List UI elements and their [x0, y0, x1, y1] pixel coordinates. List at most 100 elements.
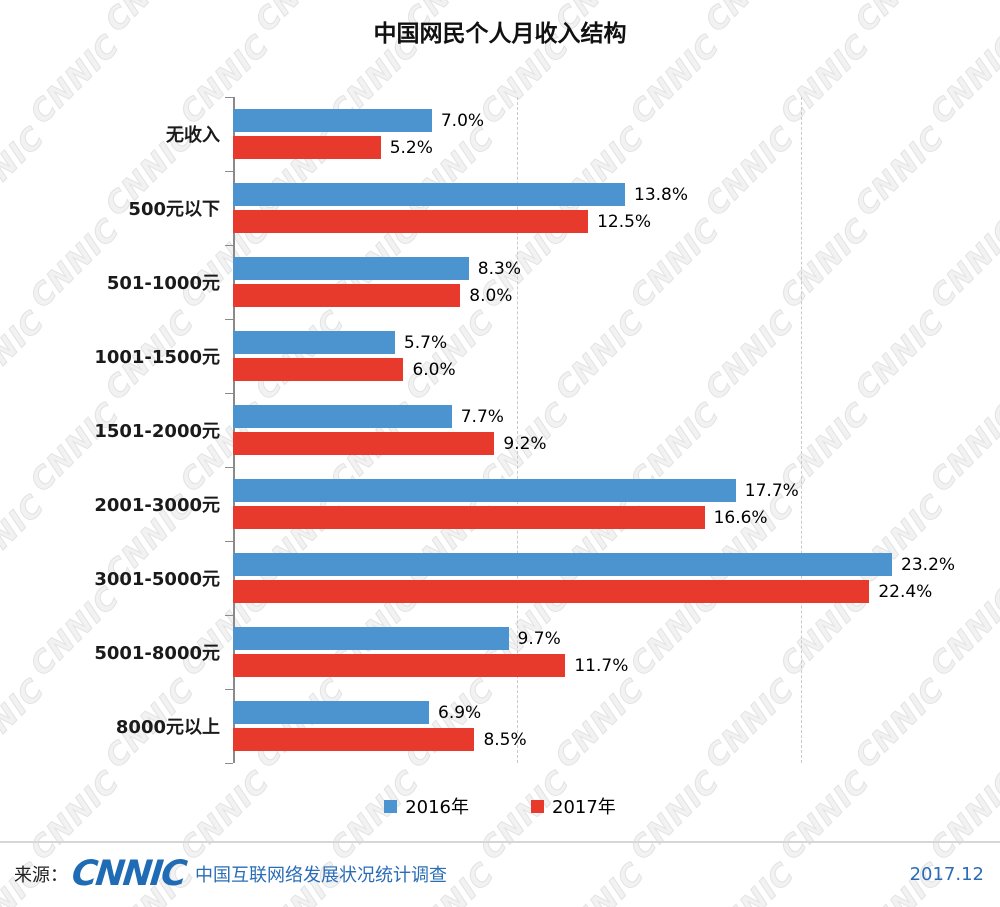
value-label: 23.2%: [901, 554, 956, 575]
bar-line: 8.5%: [233, 728, 1000, 751]
bar: [233, 654, 566, 677]
gridline: [517, 97, 519, 763]
bar: [233, 728, 475, 751]
cnnic-logo: CNNIC: [69, 854, 188, 894]
value-label: 7.7%: [460, 406, 504, 427]
category-label: 2001-3000元: [94, 495, 220, 516]
bar-line: 6.0%: [233, 358, 1000, 381]
axis-tick: [225, 615, 233, 616]
legend-item: 2016年: [384, 793, 469, 819]
axis-tick: [225, 467, 233, 468]
source-label: 来源：: [14, 865, 68, 886]
category-label: 3001-5000元: [94, 569, 220, 590]
bar-line: 8.0%: [233, 284, 1000, 307]
bar-line: 22.4%: [233, 580, 1000, 603]
axis-tick: [225, 392, 233, 394]
category-row: 无收入 7.0% 5.2%: [0, 97, 1000, 171]
gridline-layer: [233, 97, 1000, 763]
value-label: 8.0%: [469, 285, 513, 306]
bar-group: 7.7% 9.2%: [233, 393, 1000, 467]
legend-swatch: [531, 799, 544, 813]
chart-rows: 无收入 7.0% 5.2% 500元以下 13.8% 12.5% 501-1000元 8.3%…: [0, 97, 1000, 763]
axis-tick: [225, 244, 233, 246]
bar: [233, 580, 870, 603]
bar: [233, 210, 589, 233]
bar: [233, 358, 404, 381]
bar: [233, 432, 495, 455]
footer: 来源： CNNIC 中国互联网络发展状况统计调查 2017.12: [14, 848, 984, 900]
category-row: 500元以下 13.8% 12.5%: [0, 171, 1000, 245]
axis-tick: [225, 319, 233, 320]
bar-group: 5.7% 6.0%: [233, 319, 1000, 393]
bar: [233, 701, 429, 724]
bar-line: 5.2%: [233, 136, 1000, 159]
value-label: 11.7%: [574, 655, 629, 676]
bar-group: 17.7% 16.6%: [233, 467, 1000, 541]
value-label: 6.9%: [438, 702, 482, 723]
value-label: 9.7%: [517, 628, 561, 649]
bar: [233, 136, 381, 159]
bar-line: 11.7%: [233, 654, 1000, 677]
value-label: 8.5%: [483, 729, 527, 750]
bar-line: 8.3%: [233, 257, 1000, 280]
bar-group: 9.7% 11.7%: [233, 615, 1000, 689]
report-date: 2017.12: [909, 863, 984, 885]
category-label: 1001-1500元: [94, 347, 220, 368]
category-row: 1001-1500元 5.7% 6.0%: [0, 319, 1000, 393]
bar: [233, 183, 626, 206]
bar: [233, 331, 395, 354]
axis-tick: [225, 170, 233, 172]
legend-item: 2017年: [531, 793, 616, 819]
bar-line: 5.7%: [233, 331, 1000, 354]
category-label: 501-1000元: [106, 273, 220, 294]
chart-title: 中国网民个人月收入结构: [373, 21, 627, 47]
value-label: 5.7%: [403, 332, 448, 353]
bar-line: 6.9%: [233, 701, 1000, 724]
source-name: 中国互联网络发展状况统计调查: [194, 865, 447, 886]
category-label: 500元以下: [128, 199, 220, 220]
legend-swatch: [384, 799, 398, 813]
value-label: 7.0%: [440, 110, 485, 131]
value-label: 5.2%: [389, 137, 433, 158]
category-label: 5001-8000元: [94, 643, 220, 664]
value-label: 6.0%: [412, 359, 456, 380]
legend: 2016年 2017年: [0, 793, 1000, 819]
bar: [233, 284, 461, 307]
bar-group: 23.2% 22.4%: [233, 541, 1000, 615]
legend-label: 2016年: [405, 797, 469, 818]
category-row: 3001-5000元 23.2% 22.4%: [0, 541, 1000, 615]
value-label: 9.2%: [503, 433, 547, 454]
bar-group: 7.0% 5.2%: [233, 97, 1000, 171]
value-label: 12.5%: [597, 211, 652, 232]
bar-line: 23.2%: [233, 553, 1000, 576]
bar-line: 13.8%: [233, 183, 1000, 206]
axis-tick: [225, 97, 233, 98]
bar: [233, 627, 509, 650]
bar: [233, 257, 469, 280]
bar: [233, 405, 452, 428]
category-label: 无收入: [166, 125, 220, 146]
bar-line: 9.7%: [233, 627, 1000, 650]
bar: [233, 553, 893, 576]
category-row: 1501-2000元 7.7% 9.2%: [0, 393, 1000, 467]
bar-group: 8.3% 8.0%: [233, 245, 1000, 319]
category-row: 501-1000元 8.3% 8.0%: [0, 245, 1000, 319]
bar-group: 13.8% 12.5%: [233, 171, 1000, 245]
income-bar-chart: 无收入 7.0% 5.2% 500元以下 13.8% 12.5% 501-1000元 8.3%…: [0, 97, 1000, 764]
bar-line: 12.5%: [233, 210, 1000, 233]
bar-line: 17.7%: [233, 479, 1000, 502]
value-label: 13.8%: [634, 184, 689, 205]
bar-line: 16.6%: [233, 506, 1000, 529]
bar-line: 7.7%: [233, 405, 1000, 428]
bar-group: 6.9% 8.5%: [233, 689, 1000, 763]
value-label: 17.7%: [744, 480, 799, 501]
y-axis-line: [225, 97, 235, 764]
category-label: 1501-2000元: [94, 421, 220, 442]
bar-line: 9.2%: [233, 432, 1000, 455]
value-label: 8.3%: [477, 258, 521, 279]
bar-line: 7.0%: [233, 109, 1000, 132]
bar: [233, 506, 705, 529]
value-label: 22.4%: [878, 581, 933, 602]
axis-tick: [225, 763, 233, 764]
